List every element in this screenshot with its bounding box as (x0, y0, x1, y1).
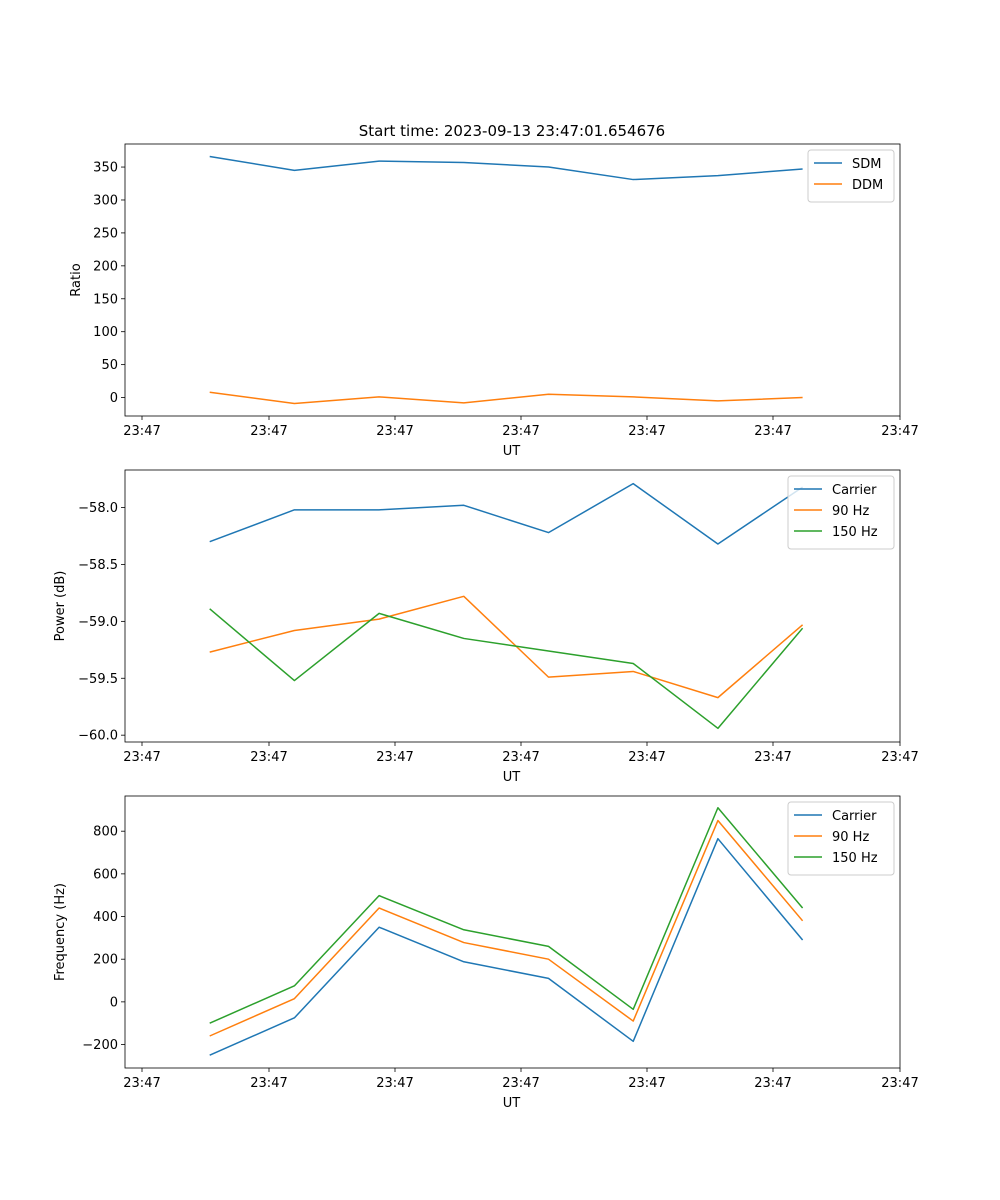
y-tick-label: 200 (93, 953, 118, 968)
y-tick-label: 250 (93, 226, 118, 241)
y-tick-label: 100 (93, 325, 118, 340)
y-tick-label: −59.0 (78, 615, 118, 630)
x-tick-label: 23:47 (881, 424, 918, 439)
legend-label: 90 Hz (832, 504, 869, 519)
x-tick-label: 23:47 (123, 424, 160, 439)
x-tick-label: 23:47 (502, 1076, 539, 1091)
figure-title: Start time: 2023-09-13 23:47:01.654676 (359, 122, 665, 140)
series-line-90-hz (209, 595, 804, 699)
x-tick-label: 23:47 (250, 750, 287, 765)
series-line-carrier (209, 482, 804, 545)
legend: Carrier 90 Hz 150 Hz (787, 475, 895, 550)
y-tick-label: −200 (82, 1038, 118, 1053)
chart-panel-1: 0 50 100 150 200 250 300 350 23:47 23:47 23:47 23:4… (69, 143, 919, 459)
legend-label: SDM (852, 157, 881, 172)
y-tick-label: 0 (110, 995, 118, 1010)
legend-label: 150 Hz (832, 851, 878, 866)
y-tick-label: 350 (93, 161, 118, 176)
y-tick-label: 300 (93, 193, 118, 208)
x-tick-label: 23:47 (628, 750, 665, 765)
y-tick-label: 200 (93, 259, 118, 274)
axes-frame (124, 143, 901, 417)
x-tick-label: 23:47 (754, 750, 791, 765)
y-tick-label: 0 (110, 391, 118, 406)
x-tick-label: 23:47 (123, 1076, 160, 1091)
x-axis-label: UT (503, 1096, 521, 1111)
x-tick-label: 23:47 (628, 1076, 665, 1091)
y-tick-label: −58.0 (78, 501, 118, 516)
y-tick-label: 400 (93, 910, 118, 925)
y-axis-label: Ratio (69, 263, 84, 296)
series-line-90-hz (209, 819, 804, 1037)
legend: SDM DDM (807, 149, 895, 203)
chart-panel-2: −60.0 −59.5 −59.0 −58.5 −58.0 23:47 23:47 23:47… (53, 469, 919, 785)
axes-frame (124, 469, 901, 743)
x-tick-label: 23:47 (881, 1076, 918, 1091)
x-axis-label: UT (503, 444, 521, 459)
y-tick-label: 50 (101, 358, 118, 373)
x-axis-label: UT (503, 770, 521, 785)
x-tick-label: 23:47 (123, 750, 160, 765)
chart-panel-3: −200 0 200 400 600 800 23:47 23:47 23:47 23:47 23:… (53, 795, 919, 1111)
series-line-carrier (209, 837, 804, 1056)
legend-label: DDM (852, 178, 883, 193)
x-tick-label: 23:47 (881, 750, 918, 765)
series-line-150-hz (209, 608, 804, 730)
series-line-ddm (209, 391, 803, 405)
series-line-sdm (209, 155, 803, 181)
y-axis-label: Frequency (Hz) (53, 883, 68, 981)
legend-label: Carrier (832, 809, 877, 824)
x-tick-label: 23:47 (376, 1076, 413, 1091)
legend: Carrier 90 Hz 150 Hz (787, 801, 895, 876)
legend-label: 90 Hz (832, 830, 869, 845)
x-tick-label: 23:47 (628, 424, 665, 439)
y-tick-label: −59.5 (78, 672, 118, 687)
x-tick-label: 23:47 (502, 750, 539, 765)
x-tick-label: 23:47 (754, 1076, 791, 1091)
x-tick-label: 23:47 (754, 424, 791, 439)
x-tick-label: 23:47 (376, 424, 413, 439)
y-tick-label: −60.0 (78, 729, 118, 744)
x-tick-label: 23:47 (250, 1076, 287, 1091)
y-tick-label: 800 (93, 825, 118, 840)
x-tick-label: 23:47 (502, 424, 539, 439)
series-line-150-hz (209, 806, 804, 1024)
y-tick-label: −58.5 (78, 558, 118, 573)
y-axis-label: Power (dB) (53, 571, 68, 642)
axes-frame (124, 795, 901, 1069)
x-tick-label: 23:47 (250, 424, 287, 439)
x-tick-label: 23:47 (376, 750, 413, 765)
y-tick-label: 600 (93, 867, 118, 882)
legend-label: Carrier (832, 483, 877, 498)
legend-label: 150 Hz (832, 525, 878, 540)
y-tick-label: 150 (93, 292, 118, 307)
